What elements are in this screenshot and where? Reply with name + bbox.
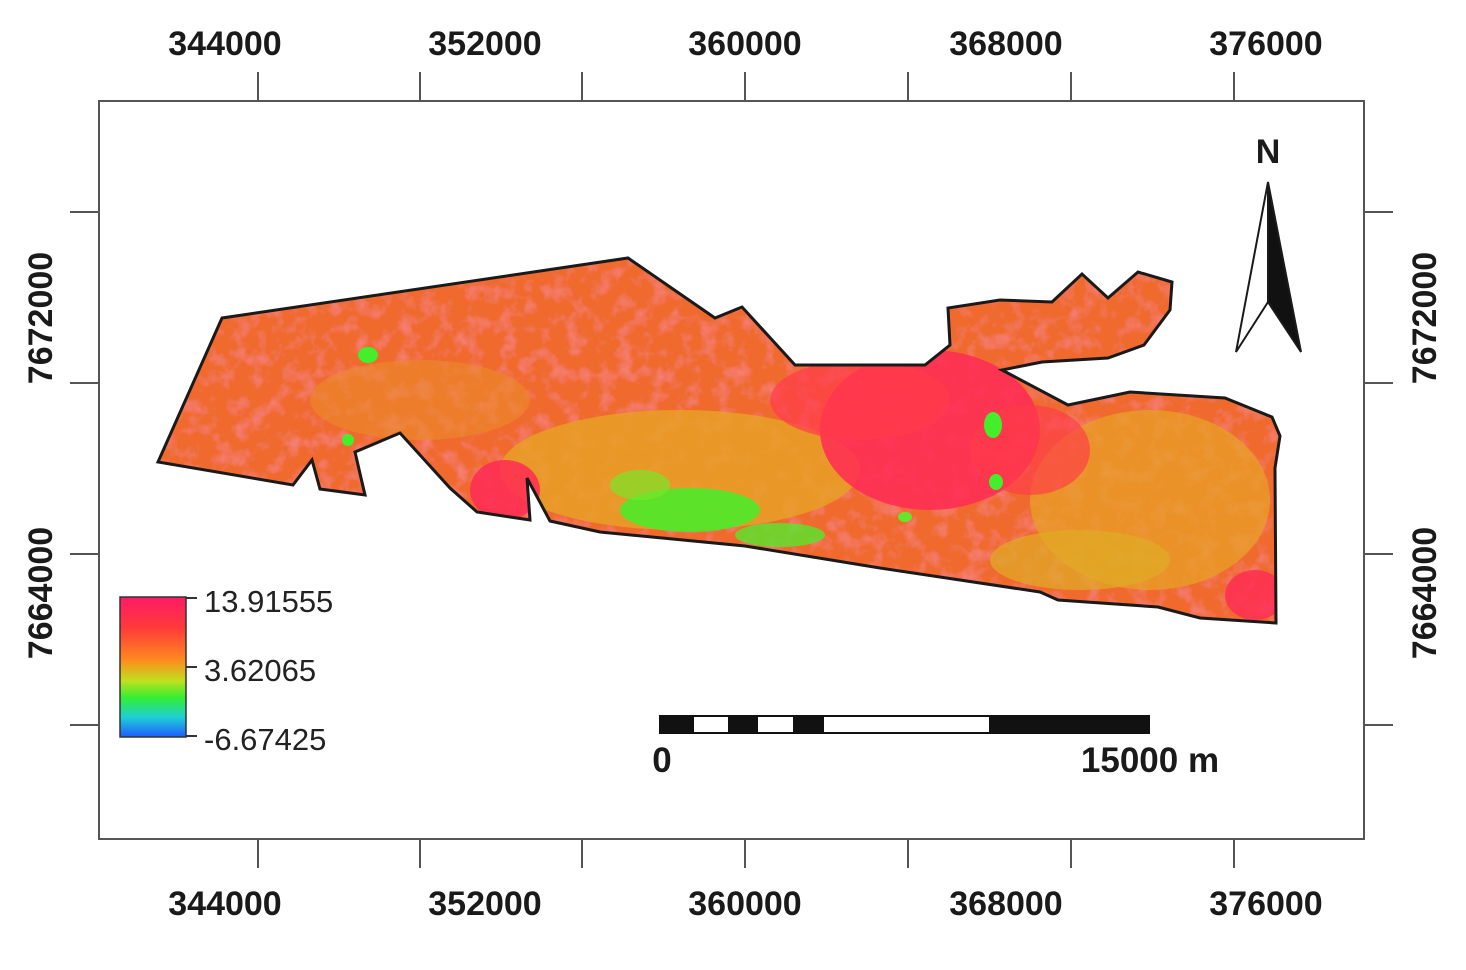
legend-color-bar: [119, 596, 187, 738]
x-tick-label-bottom-360000: 360000: [688, 885, 801, 923]
raster-patch-low: [898, 512, 912, 522]
y-tick-label-right-7664000: 7664000: [1406, 527, 1444, 659]
raster-patch-mid: [310, 360, 530, 440]
frame-ticks: [70, 72, 1393, 868]
scale-bar-segment: [989, 716, 1149, 733]
y-tick-label-right-7672000: 7672000: [1406, 252, 1444, 384]
raster-patch-low: [735, 523, 825, 547]
scale-bar: 0 15000 m: [652, 715, 1219, 780]
north-label: N: [1256, 133, 1281, 171]
legend-min-label: -6.67425: [204, 722, 326, 757]
scale-bar-start-label: 0: [652, 741, 671, 780]
scale-bar-end-label: 15000 m: [1081, 741, 1219, 780]
x-tick-label-top-360000: 360000: [688, 25, 801, 63]
north-arrow: N: [1235, 133, 1302, 353]
x-tick-label-top-368000: 368000: [949, 25, 1062, 63]
raster-patch-high: [470, 460, 540, 520]
raster-patch-low: [989, 474, 1003, 490]
north-arrow-right-half: [1267, 181, 1302, 353]
x-tick-label-bottom-368000: 368000: [949, 885, 1062, 923]
raster-patch-high: [1225, 570, 1280, 620]
y-tick-label-left-7672000: 7672000: [22, 252, 60, 384]
scale-bar-segment: [728, 716, 758, 733]
x-tick-label-bottom-344000: 344000: [168, 885, 281, 923]
raster-patch-low: [620, 488, 760, 532]
x-tick-label-top-352000: 352000: [428, 25, 541, 63]
x-tick-label-top-344000: 344000: [168, 25, 281, 63]
scale-bar-segment: [660, 716, 694, 733]
raster-patch-mid: [990, 530, 1170, 590]
x-tick-label-bottom-376000: 376000: [1209, 885, 1322, 923]
region-outline: [155, 256, 1282, 625]
raster-patch-mid: [500, 410, 860, 530]
y-tick-label-left-7664000: 7664000: [22, 527, 60, 659]
scale-bar-segment: [793, 716, 824, 733]
x-tick-label-top-376000: 376000: [1209, 25, 1322, 63]
raster-patch-low: [358, 347, 378, 363]
raster-patch-low: [610, 470, 670, 500]
legend-max-label: 13.91555: [204, 584, 333, 619]
raster-patch-low: [984, 412, 1002, 438]
raster-patch-low: [342, 434, 354, 446]
x-tick-label-bottom-352000: 352000: [428, 885, 541, 923]
legend-mid-label: 3.62065: [204, 653, 316, 688]
raster-patch-high: [770, 360, 950, 440]
legend: 13.91555 3.62065 -6.67425: [119, 584, 333, 757]
